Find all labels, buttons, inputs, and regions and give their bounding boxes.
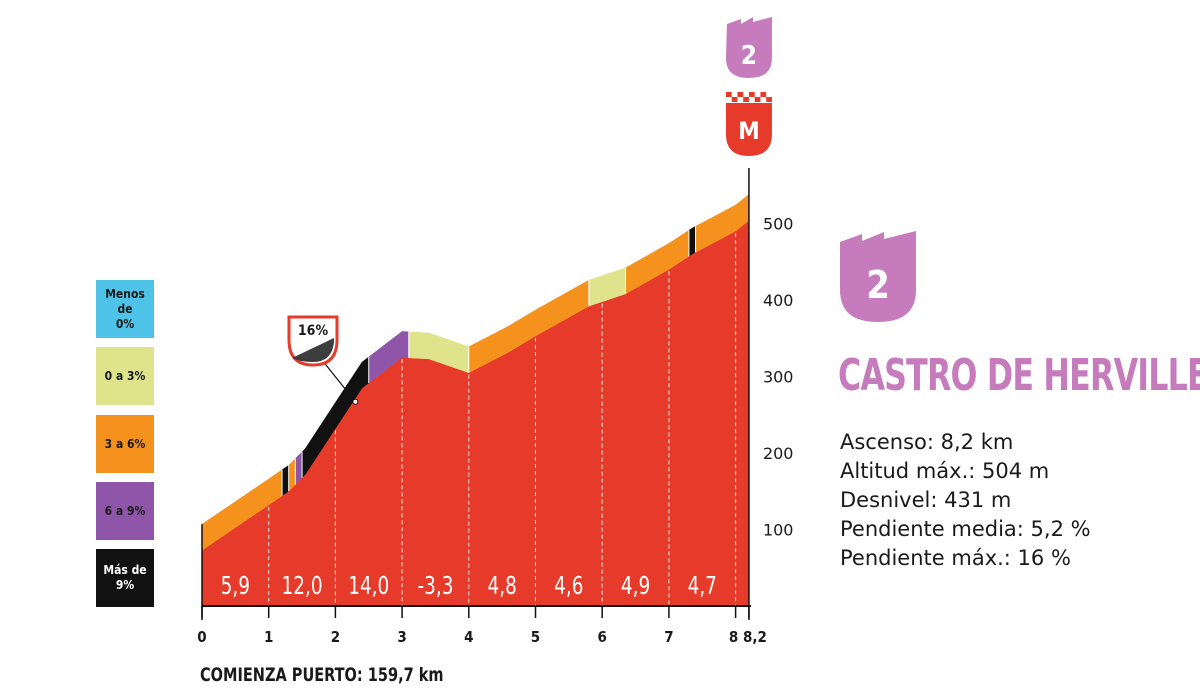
category-badge-number: 2 — [866, 263, 890, 307]
x-tick-label: 2 — [331, 628, 340, 646]
category-badge-shape — [840, 231, 916, 322]
stat-pendiente-media: Pendiente media: 5,2 % — [840, 517, 1091, 541]
legend-label: 0 a 3% — [104, 368, 146, 383]
gradient-segment — [281, 464, 289, 497]
x-tick-label: 7 — [664, 628, 673, 646]
y-tick-label: 300 — [763, 368, 794, 387]
summit-category-number: 2 — [741, 41, 757, 71]
legend-label: 9% — [115, 578, 135, 592]
x-tick-label: 1 — [264, 628, 273, 646]
profile-area — [202, 220, 749, 606]
x-tick-label: 4 — [464, 628, 473, 646]
finish-checker — [731, 97, 738, 102]
finish-checker — [754, 97, 761, 102]
km-gradient-label: 4,8 — [487, 572, 516, 600]
x-tick-label: 8,2 — [743, 628, 767, 646]
max-gradient-badge-slope — [292, 338, 334, 362]
x-tick-label: 5 — [531, 628, 540, 646]
climb-title: CASTRO DE HERVILLE — [838, 350, 1200, 401]
finish-checker — [748, 92, 755, 97]
y-tick-label: 100 — [763, 521, 794, 540]
legend-item: Menos de 0% — [96, 280, 154, 338]
stat-ascenso: Ascenso: 8,2 km — [840, 430, 1014, 454]
stat-desnivel: Desnivel: 431 m — [840, 488, 1012, 512]
x-tick-label: 0 — [197, 628, 206, 646]
km-gradient-label: -3,3 — [417, 572, 453, 600]
legend-label: Más de — [103, 563, 147, 577]
finish-checker — [725, 92, 732, 97]
legend-label: 6 a 9% — [104, 503, 146, 518]
y-tick-label: 500 — [763, 215, 794, 234]
start-label: COMIENZA PUERTO: 159,7 km — [200, 664, 444, 686]
x-tick-label: 6 — [598, 628, 607, 646]
y-tick-label: 400 — [763, 291, 794, 310]
finish-badge — [725, 103, 772, 156]
km-gradient-label: 5,9 — [221, 572, 250, 600]
finish-badge-letter: M — [738, 117, 760, 145]
x-tick-label: 8 — [729, 628, 738, 646]
category-badge: 2 — [840, 231, 916, 322]
legend-label: Menos de — [105, 286, 145, 316]
km-gradient-label: 12,0 — [282, 572, 323, 600]
summit-category-badge — [725, 17, 772, 78]
km-gradient-label: 4,9 — [621, 572, 650, 600]
legend-item: Más de 9% — [96, 549, 154, 607]
y-tick-label: 200 — [763, 444, 794, 463]
legend-item: 6 a 9% — [96, 482, 154, 540]
x-tick-label: 3 — [397, 628, 406, 646]
climb-stats: Ascenso: 8,2 km Altitud máx.: 504 m Desn… — [840, 428, 1091, 573]
legend-label: 0% — [115, 316, 135, 331]
km-gradient-label: 14,0 — [348, 572, 389, 600]
stat-altitud: Altitud máx.: 504 m — [840, 459, 1050, 483]
max-gradient-pointer — [321, 359, 356, 403]
legend-item: 3 a 6% — [96, 415, 154, 473]
km-gradient-label: 4,7 — [688, 572, 717, 600]
legend-item: 0 a 3% — [96, 347, 154, 405]
gradient-segment — [688, 225, 696, 257]
finish-checker — [760, 92, 767, 97]
finish-checker — [737, 92, 744, 97]
max-gradient-dot — [352, 398, 359, 405]
finish-checker — [766, 97, 772, 102]
legend-label: 3 a 6% — [104, 436, 146, 451]
stat-pendiente-max: Pendiente máx.: 16 % — [840, 546, 1071, 570]
max-gradient-label: 16% — [298, 323, 329, 339]
finish-checker — [743, 97, 749, 102]
km-gradient-label: 4,6 — [554, 572, 583, 600]
